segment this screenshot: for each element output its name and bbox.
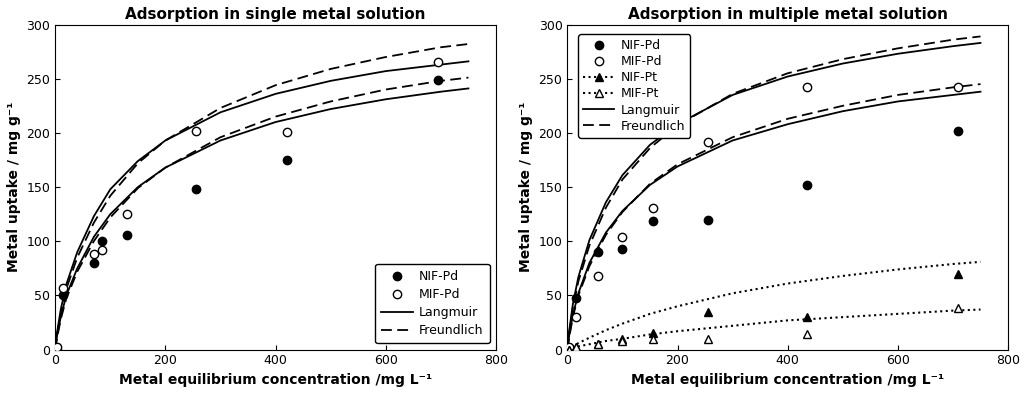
X-axis label: Metal equilibrium concentration /mg L⁻¹: Metal equilibrium concentration /mg L⁻¹ [632, 373, 944, 387]
X-axis label: Metal equilibrium concentration /mg L⁻¹: Metal equilibrium concentration /mg L⁻¹ [119, 373, 432, 387]
Legend: NIF-Pd, MIF-Pd, Langmuir, Freundlich: NIF-Pd, MIF-Pd, Langmuir, Freundlich [375, 264, 490, 344]
Y-axis label: Metal uptake / mg g⁻¹: Metal uptake / mg g⁻¹ [7, 102, 21, 272]
Title: Adsorption in single metal solution: Adsorption in single metal solution [125, 7, 426, 22]
Y-axis label: Metal uptake / mg g⁻¹: Metal uptake / mg g⁻¹ [519, 102, 533, 272]
Title: Adsorption in multiple metal solution: Adsorption in multiple metal solution [627, 7, 948, 22]
Legend: NIF-Pd, MIF-Pd, NIF-Pt, MIF-Pt, Langmuir, Freundlich: NIF-Pd, MIF-Pd, NIF-Pt, MIF-Pt, Langmuir… [578, 34, 690, 138]
